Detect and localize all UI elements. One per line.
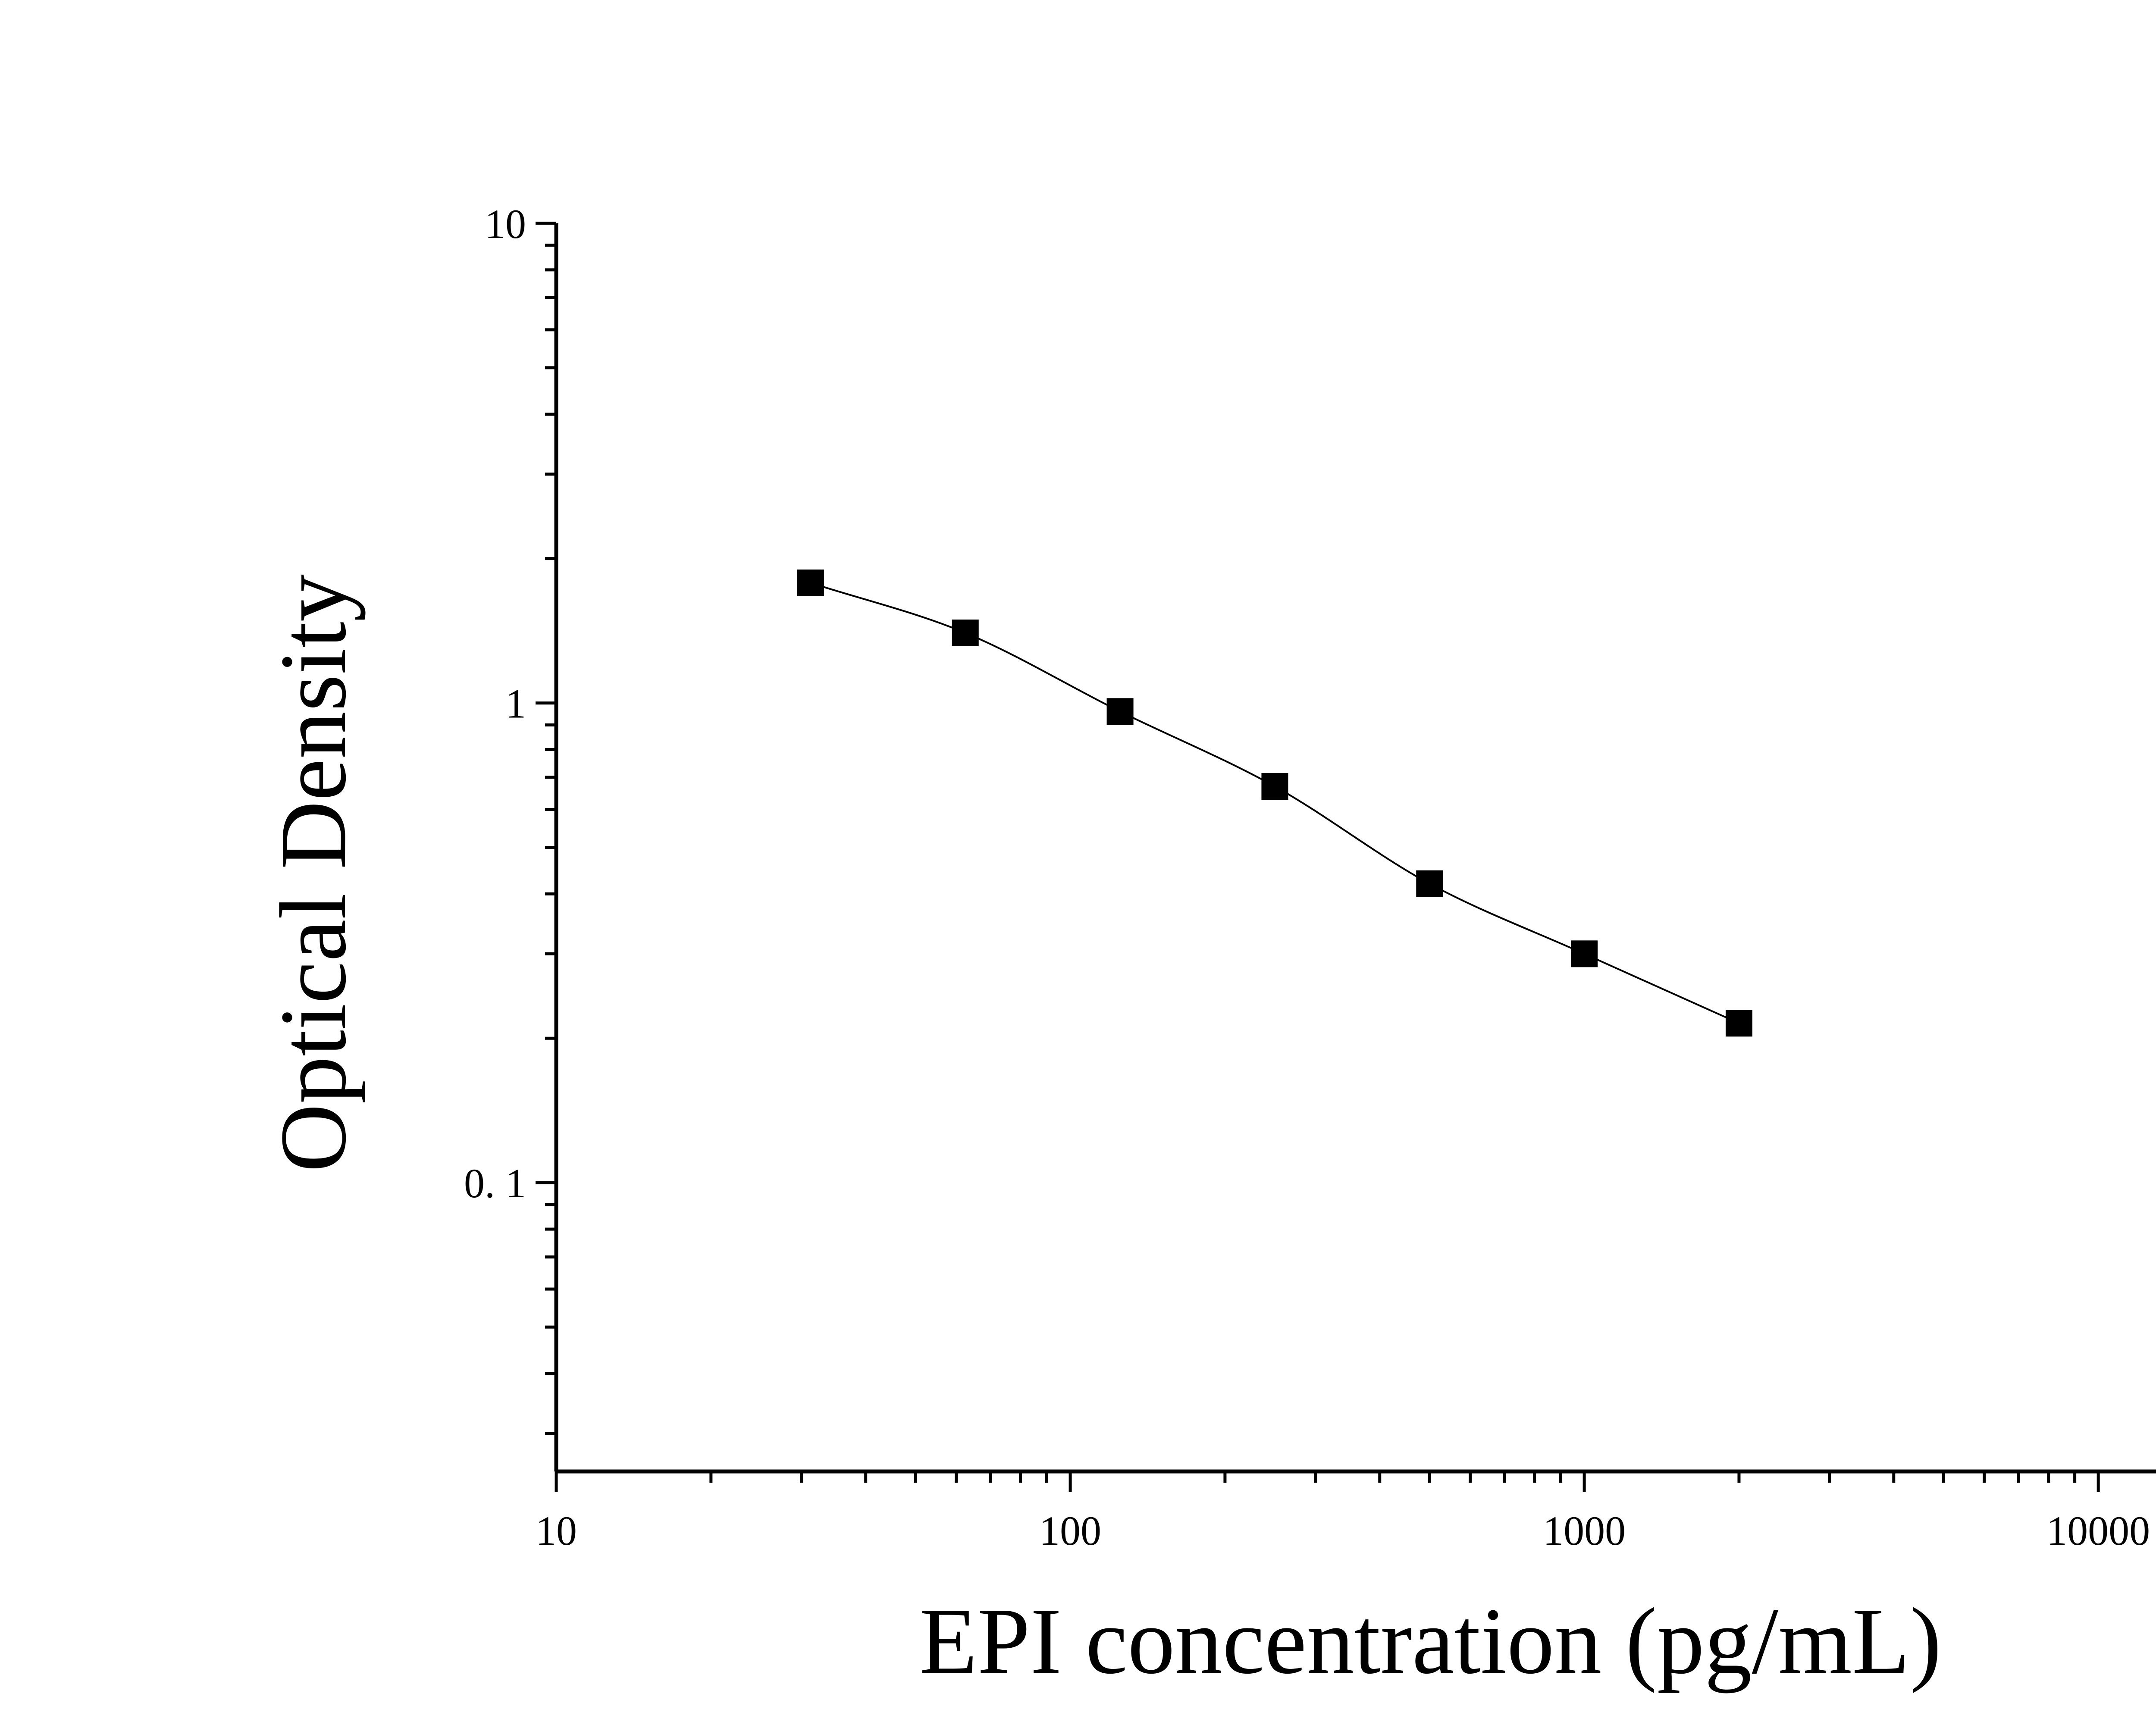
axes <box>554 223 2156 1474</box>
fit-curve <box>810 582 1739 1024</box>
y-tick-label: 10 <box>485 201 526 247</box>
x-tick-label: 10000 <box>2046 1508 2150 1554</box>
ticks <box>536 222 2100 1492</box>
tick-labels: 10 100 1000 10000 0. 1 1 10 <box>464 201 2150 1554</box>
x-tick-label: 10 <box>536 1508 577 1554</box>
data-point <box>1416 870 1443 897</box>
data-markers <box>797 569 1752 1037</box>
data-point <box>1106 698 1134 725</box>
data-point <box>952 620 979 647</box>
x-tick-label: 100 <box>1039 1508 1101 1554</box>
x-axis-title: EPI concentration (pg/mL) <box>919 1588 1941 1693</box>
y-tick-label: 1 <box>505 681 526 727</box>
data-point <box>1571 940 1598 967</box>
y-axis-title: Optical Density <box>260 574 366 1172</box>
x-tick-label: 1000 <box>1543 1508 1626 1554</box>
data-point <box>1725 1010 1752 1037</box>
data-point <box>797 569 824 596</box>
y-tick-label: 0. 1 <box>464 1160 526 1206</box>
data-point <box>1261 773 1288 800</box>
